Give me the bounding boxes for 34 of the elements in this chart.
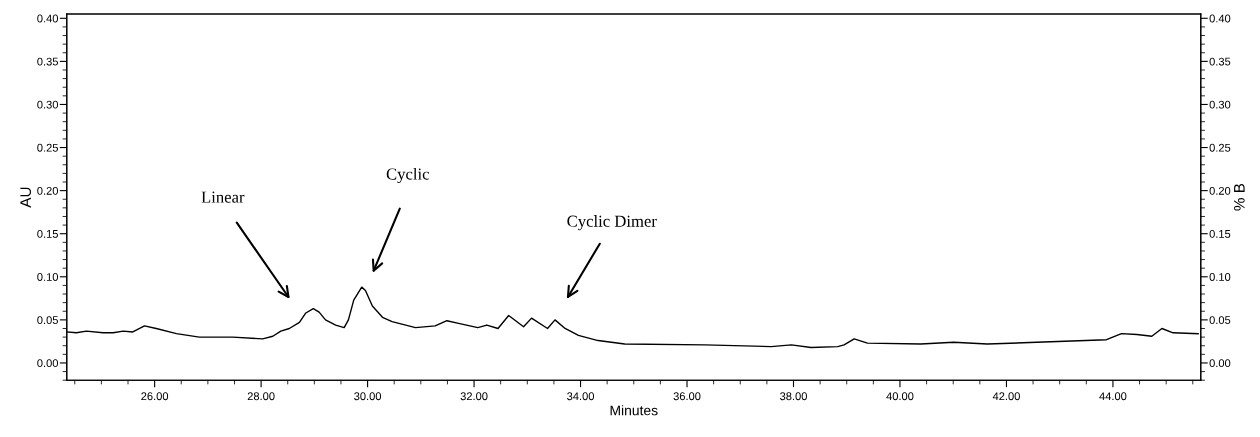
y-tick-label: 0.40 — [37, 14, 59, 23]
x-tick-label: 40.00 — [886, 392, 914, 401]
y-axis-title: AU — [20, 187, 32, 208]
x-tick-label: 38.00 — [780, 392, 807, 401]
x-tick-label: 28.00 — [247, 392, 275, 401]
y-tick-label: 0.25 — [37, 143, 58, 152]
y-tick-label: 0.30 — [37, 100, 59, 109]
x-tick-label: 32.00 — [460, 392, 488, 401]
y-tick-label: 0.20 — [37, 186, 59, 195]
y-tick-label: 0.05 — [37, 316, 58, 325]
y2-tick-label: 0.30 — [1209, 100, 1231, 109]
y2-tick-label: 0.35 — [1209, 57, 1231, 66]
y-tick-label: 0.35 — [37, 57, 58, 66]
y2-tick-label: 0.00 — [1209, 359, 1231, 368]
y-tick-label: 0.10 — [37, 273, 59, 281]
x-axis-title: Minutes — [610, 405, 658, 416]
x-tick-label: 26.00 — [141, 392, 169, 401]
y-tick-label: 0.00 — [37, 359, 59, 368]
annotation: Cyclic Dimer — [567, 215, 657, 231]
y2-tick-label: 0.40 — [1209, 14, 1231, 23]
x-tick-label: 42.00 — [992, 392, 1020, 401]
y2-tick-label: 0.20 — [1209, 186, 1231, 195]
x-tick-label: 34.00 — [567, 392, 595, 401]
y2-tick-label: 0.05 — [1209, 316, 1231, 325]
y2-axis-title: % B — [1233, 183, 1245, 211]
x-tick-label: 36.00 — [673, 392, 701, 401]
annotation: Linear — [201, 191, 245, 203]
y2-tick-label: 0.15 — [1209, 229, 1231, 238]
y-tick-label: 0.15 — [37, 229, 58, 238]
annotation: Cyclic — [386, 167, 430, 184]
y2-tick-label: 0.25 — [1209, 143, 1231, 152]
y2-tick-label: 0.10 — [1209, 273, 1231, 281]
x-tick-label: 44.00 — [1099, 392, 1127, 401]
x-tick-label: 30.00 — [354, 392, 382, 401]
